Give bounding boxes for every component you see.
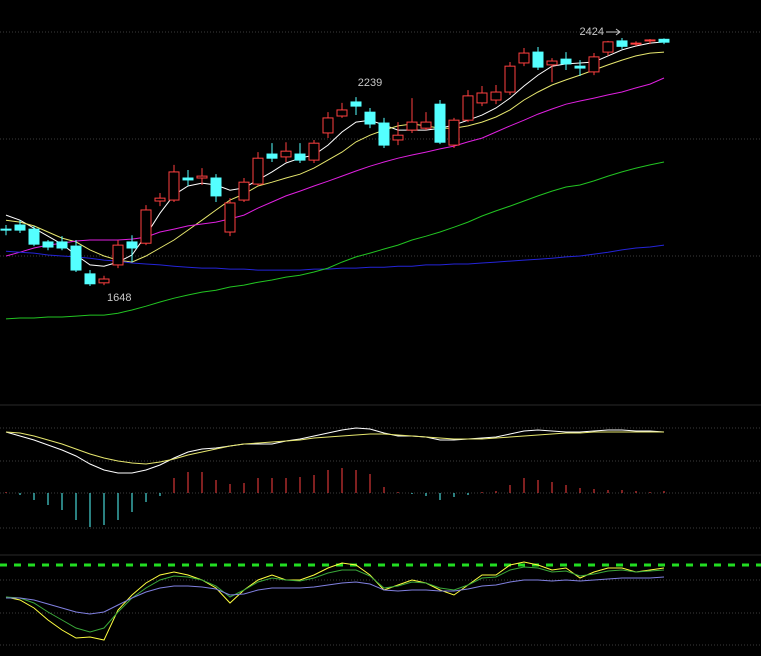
- indicator-line: [5, 566, 665, 633]
- indicator-line: [5, 161, 665, 320]
- candle-body: [56, 241, 68, 249]
- candle-body: [588, 56, 600, 73]
- candle-body: [28, 228, 40, 245]
- candle-body: [0, 228, 12, 231]
- indicator-line: [6, 576, 665, 615]
- candle-body: [252, 157, 264, 185]
- candle-body: [112, 244, 124, 266]
- candle-body: [280, 150, 292, 158]
- candle-body: [140, 209, 152, 244]
- candle-body: [420, 121, 432, 129]
- price-label: 2239: [358, 77, 382, 89]
- indicator-line: [5, 41, 665, 267]
- candle-body: [434, 103, 446, 143]
- candle-body: [462, 95, 474, 121]
- indicator-line: [5, 77, 665, 257]
- candle-body: [84, 273, 96, 285]
- candle-body: [490, 91, 502, 101]
- candle-body: [476, 92, 488, 104]
- candle-body: [182, 177, 194, 181]
- price-label: 1648: [107, 292, 131, 304]
- candle-body: [392, 134, 404, 141]
- candle-body: [70, 245, 82, 271]
- candle-body: [448, 119, 460, 146]
- candle-body: [574, 65, 586, 69]
- candle-body: [532, 51, 544, 68]
- indicator-line: [5, 431, 664, 465]
- candle-body: [364, 111, 376, 125]
- candle-body: [308, 142, 320, 161]
- candle-body: [658, 38, 670, 43]
- candle-body: [154, 197, 166, 202]
- candle-body: [238, 181, 250, 201]
- price-label: 2424: [580, 26, 604, 38]
- candle-body: [336, 109, 348, 117]
- candle-body: [560, 58, 572, 65]
- candle-body: [42, 241, 54, 248]
- candle-body: [98, 278, 110, 284]
- candle-body: [602, 41, 614, 53]
- candle-body: [322, 117, 334, 134]
- candle-body: [266, 153, 278, 159]
- indicator-line: [5, 51, 665, 263]
- indicator-line: [5, 427, 665, 474]
- candle-body: [210, 177, 222, 197]
- candle-body: [406, 121, 418, 131]
- candle-body: [224, 202, 236, 233]
- candle-body: [14, 224, 26, 231]
- candle-body: [350, 101, 362, 107]
- candle-body: [196, 175, 208, 179]
- label-arrow: [606, 28, 621, 36]
- candle-body: [504, 65, 516, 93]
- candle-body: [616, 40, 628, 47]
- candle-body: [378, 122, 390, 146]
- candle-body: [126, 241, 138, 249]
- candle-body: [294, 153, 306, 161]
- candle-body: [546, 60, 558, 66]
- candle-body: [644, 39, 656, 42]
- candle-body: [518, 52, 530, 64]
- indicator-line: [5, 561, 665, 641]
- candle-body: [168, 171, 180, 201]
- candle-body: [630, 42, 642, 45]
